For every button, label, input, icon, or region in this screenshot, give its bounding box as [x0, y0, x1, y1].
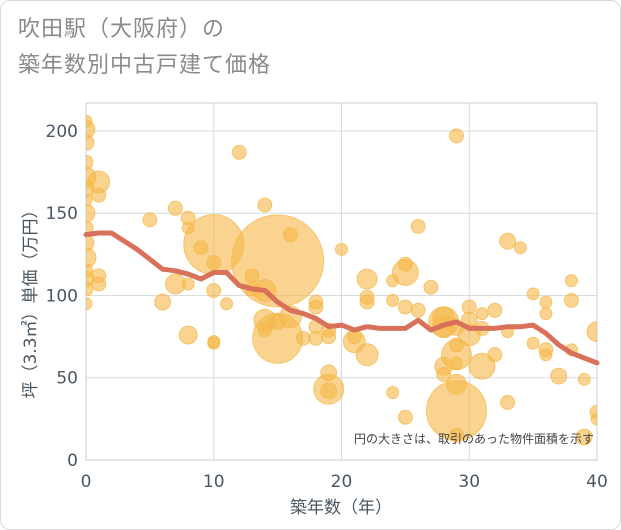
chart-title: 吹田駅（大阪府）の 築年数別中古戸建て価格: [18, 12, 271, 84]
data-bubble: [590, 412, 597, 426]
data-bubble: [142, 212, 158, 228]
bubble-layer: [86, 114, 597, 446]
data-bubble: [526, 287, 540, 301]
data-bubble: [231, 144, 247, 160]
data-bubble: [91, 187, 107, 203]
data-bubble: [475, 307, 489, 320]
data-bubble: [386, 386, 400, 399]
y-axis-label: 坪（3.3㎡）単価（万円）: [21, 201, 41, 398]
data-bubble: [359, 294, 375, 310]
bubble-size-note: 円の大きさは、取引のあった物件面積を示す: [354, 431, 594, 446]
data-bubble: [539, 348, 553, 362]
data-bubble: [577, 372, 591, 386]
data-bubble: [321, 329, 337, 345]
data-bubble: [526, 336, 540, 350]
x-axis-ticks: 0 10 20 30 40: [81, 472, 608, 492]
data-bubble: [550, 367, 568, 385]
data-bubble: [295, 330, 311, 346]
data-bubble: [468, 352, 496, 380]
data-bubble: [335, 243, 348, 256]
data-bubble: [539, 295, 553, 309]
data-bubble: [86, 119, 96, 139]
chart-title-line-1: 吹田駅（大阪府）の: [18, 17, 226, 42]
data-bubble: [487, 347, 503, 363]
data-bubble: [231, 214, 325, 308]
y-tick-label: 0: [67, 451, 78, 471]
data-bubble: [487, 302, 503, 318]
x-tick-label: 10: [203, 472, 225, 492]
data-bubble: [410, 218, 426, 234]
data-bubble: [565, 274, 578, 288]
data-bubble: [282, 227, 298, 243]
trend-line: [83, 230, 600, 366]
data-bubble: [86, 134, 95, 151]
data-bubble: [308, 299, 324, 315]
data-bubble: [207, 336, 221, 350]
data-bubble: [423, 279, 439, 295]
data-bubble: [449, 128, 464, 144]
x-tick-label: 40: [586, 472, 608, 492]
x-axis-label: 築年数（年）: [290, 498, 392, 518]
data-bubble: [499, 232, 516, 250]
data-bubble: [441, 339, 472, 371]
data-bubble: [564, 293, 579, 308]
data-bubble: [86, 247, 97, 269]
data-bubble: [178, 325, 198, 345]
data-bubble: [86, 203, 96, 223]
data-bubble: [154, 293, 172, 311]
data-bubble: [575, 428, 593, 446]
data-bubble: [86, 297, 93, 311]
data-bubble: [539, 307, 553, 320]
chart-title-line-2: 築年数別中古戸建て価格: [18, 53, 272, 78]
data-bubble: [355, 343, 379, 367]
data-bubble: [397, 409, 413, 425]
data-bubble: [513, 241, 527, 255]
data-bubble: [320, 382, 338, 400]
data-bubble: [356, 268, 378, 290]
y-tick-label: 200: [46, 122, 78, 142]
y-tick-label: 50: [56, 369, 78, 389]
x-tick-label: 30: [458, 472, 480, 492]
data-bubble: [410, 302, 426, 318]
x-tick-label: 20: [331, 472, 353, 492]
data-bubble: [397, 299, 413, 315]
data-bubble: [206, 283, 222, 298]
data-bubble: [206, 255, 222, 270]
data-bubble: [386, 294, 400, 307]
data-bubble: [391, 259, 419, 286]
y-tick-label: 150: [46, 204, 78, 224]
data-bubble: [86, 281, 94, 297]
data-bubble: [586, 321, 597, 343]
x-tick-label: 0: [81, 472, 92, 492]
data-bubble: [86, 154, 94, 170]
data-bubble: [308, 330, 324, 346]
data-bubble: [436, 367, 452, 382]
data-bubble: [220, 297, 233, 311]
data-bubble: [500, 395, 515, 410]
y-axis-ticks: 0 50 100 150 200: [46, 122, 78, 471]
y-tick-label: 100: [46, 286, 78, 306]
data-bubble: [257, 197, 273, 213]
data-bubble: [91, 276, 107, 292]
data-bubble: [450, 356, 463, 370]
data-bubble: [86, 193, 93, 207]
data-bubble: [449, 427, 464, 443]
data-bubble: [181, 277, 195, 291]
data-bubble: [86, 234, 95, 252]
data-bubble: [168, 200, 183, 216]
